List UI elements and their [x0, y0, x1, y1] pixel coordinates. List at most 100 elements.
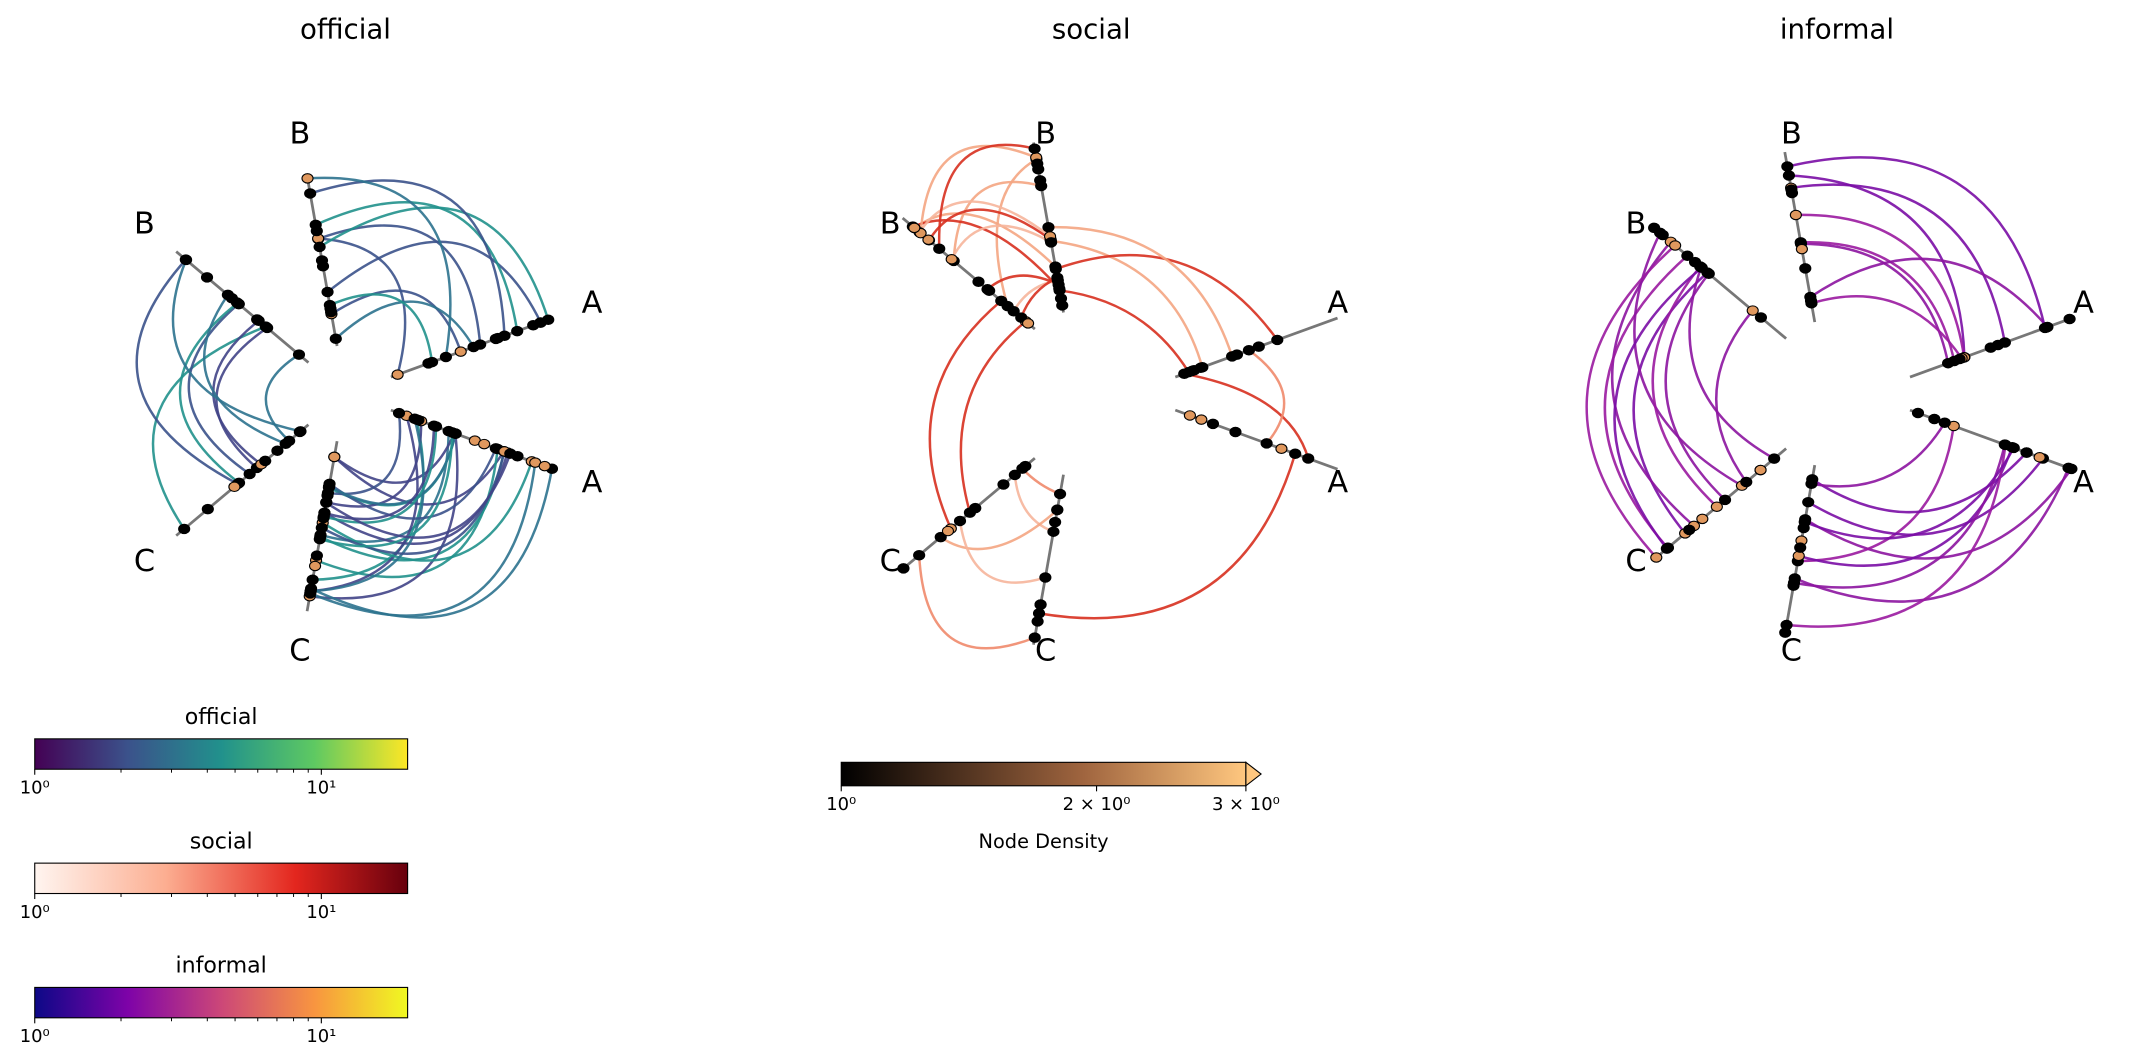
- axis-label: B: [1626, 206, 1647, 241]
- node: [1229, 426, 1242, 438]
- edge: [1688, 266, 1775, 460]
- node: [1302, 453, 1315, 464]
- node: [1031, 616, 1044, 627]
- edge: [1811, 295, 1963, 359]
- edge: [334, 300, 475, 348]
- node: [1028, 143, 1041, 154]
- node: [1034, 175, 1047, 186]
- node: [1661, 542, 1675, 553]
- node: [316, 261, 330, 272]
- node: [323, 481, 336, 492]
- edge: [1038, 453, 1297, 620]
- edge: [952, 180, 1042, 262]
- node: [306, 574, 319, 586]
- node: [1049, 516, 1062, 528]
- edges: [135, 176, 554, 619]
- edge: [322, 460, 533, 562]
- node: [1230, 349, 1244, 360]
- node: [1650, 552, 1663, 563]
- node: [933, 243, 946, 255]
- axis-label: C: [134, 544, 155, 579]
- node: [1799, 263, 1812, 274]
- edge: [187, 302, 251, 476]
- node: [1754, 312, 1768, 323]
- colorbar-fill: [34, 862, 409, 895]
- edge: [1048, 225, 1234, 357]
- edge: [326, 240, 542, 324]
- node: [1746, 305, 1759, 316]
- edge: [212, 319, 262, 466]
- axis-label: A: [582, 285, 603, 320]
- node: [1007, 306, 1020, 317]
- node: [412, 414, 425, 426]
- colorbar-label: Node Density: [979, 830, 1109, 853]
- edge: [151, 325, 267, 530]
- node: [317, 512, 330, 524]
- node: [1271, 334, 1284, 346]
- node: [2062, 462, 2075, 474]
- node: [1042, 221, 1055, 233]
- node: [313, 241, 326, 253]
- node: [283, 435, 296, 447]
- edge: [309, 433, 459, 600]
- colorbar: 10⁰ 10¹ official: [20, 704, 409, 799]
- node: [427, 420, 441, 432]
- edge: [1787, 156, 2047, 329]
- edge: [1248, 349, 1286, 445]
- tick-label: 10¹: [306, 902, 336, 923]
- node: [1802, 496, 1815, 508]
- node: [1054, 293, 1068, 304]
- edge: [315, 201, 519, 332]
- edge: [1790, 183, 2007, 343]
- node: [251, 314, 264, 325]
- edge: [321, 451, 506, 555]
- node: [1008, 469, 1021, 481]
- node: [1938, 417, 1951, 429]
- node: [1034, 599, 1047, 610]
- tick-label: 10⁰: [20, 778, 50, 799]
- edge: [1633, 232, 1743, 487]
- edge: [1585, 244, 1676, 559]
- edge: [333, 432, 456, 484]
- node: [1656, 229, 1669, 241]
- node: [315, 522, 328, 534]
- edge: [310, 415, 419, 593]
- hive-panel: informal A A B B C C: [1585, 12, 2094, 668]
- node: [1911, 407, 1925, 419]
- edge: [1786, 444, 2007, 628]
- edges: [912, 143, 1310, 650]
- edge: [318, 206, 550, 321]
- axis-label: B: [880, 206, 901, 241]
- axis-label: B: [1035, 117, 1056, 152]
- node: [301, 173, 314, 184]
- node: [1648, 222, 1661, 234]
- axis-label: C: [289, 633, 310, 668]
- node: [446, 427, 459, 438]
- node: [1022, 318, 1035, 329]
- node: [422, 358, 435, 369]
- node: [969, 502, 982, 514]
- axis-label: B: [134, 206, 155, 241]
- node: [232, 298, 245, 310]
- tick-label: 10¹: [306, 1026, 336, 1047]
- node: [304, 188, 317, 199]
- edge: [310, 468, 554, 619]
- node: [922, 234, 935, 245]
- node: [271, 445, 284, 456]
- axis-label: B: [289, 117, 310, 152]
- node: [953, 515, 967, 527]
- panel-title: social: [1052, 12, 1131, 45]
- edge: [319, 432, 454, 548]
- node: [1681, 250, 1694, 261]
- node: [913, 549, 926, 561]
- node: [325, 306, 338, 318]
- edge: [1793, 444, 2007, 589]
- tick-label: 2 × 10⁰: [1063, 794, 1131, 815]
- node: [1794, 542, 1807, 553]
- node: [1768, 453, 1781, 464]
- node: [2033, 452, 2046, 463]
- colorbar-fill: [34, 738, 409, 770]
- edge: [1804, 468, 2073, 560]
- node: [908, 222, 921, 234]
- node: [1275, 443, 1288, 455]
